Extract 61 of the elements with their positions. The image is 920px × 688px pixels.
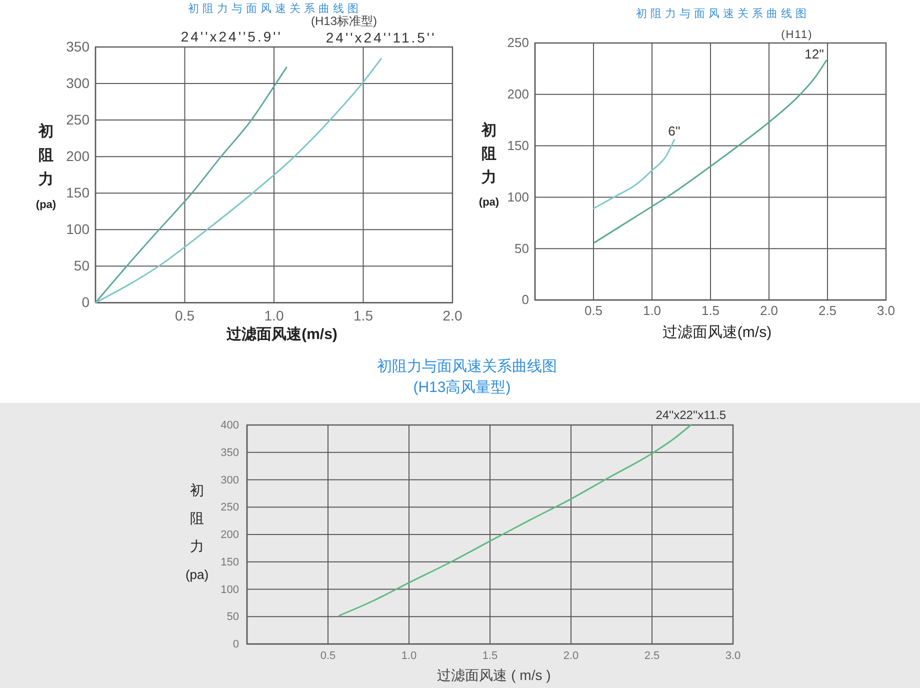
- series-label: 6'': [668, 124, 680, 139]
- y-axis-title: 初阻力(pa): [478, 121, 500, 208]
- chart-title: 初阻力与面风速关系曲线图: [636, 7, 810, 20]
- y-tick-label: 100: [66, 221, 90, 238]
- x-axis-title: 过滤面风速(m/s): [662, 324, 772, 341]
- chart-title: 初阻力与面风速关系曲线图: [377, 358, 557, 375]
- y-tick-label: 300: [220, 474, 239, 486]
- x-tick-label: 1.0: [642, 303, 662, 318]
- line-series: [94, 66, 288, 304]
- x-tick-label: 2.0: [442, 308, 462, 324]
- series-label: 24''x22''x11.5: [656, 408, 726, 422]
- x-tick-label: 2.5: [818, 303, 837, 318]
- y-axis-title: 初阻力(pa): [36, 122, 56, 211]
- line-series: [594, 60, 828, 244]
- series-label: 24''x24''11.5'': [326, 30, 436, 46]
- y-tick-label: 250: [220, 502, 239, 514]
- y-tick-label: 100: [220, 584, 239, 596]
- x-tick-label: 1.0: [264, 308, 284, 324]
- line-series: [338, 424, 692, 616]
- y-tick-label: 150: [507, 138, 529, 153]
- y-tick-label: 150: [220, 556, 239, 568]
- y-tick-label: 350: [66, 38, 90, 54]
- line-series: [592, 138, 675, 210]
- x-tick-label: 3.0: [876, 303, 896, 318]
- x-axis-title: 过滤面风速(m/s): [226, 326, 338, 343]
- x-tick-label: 0.5: [175, 308, 195, 324]
- y-tick-label: 200: [66, 148, 90, 164]
- x-tick-label: 1.5: [482, 650, 498, 662]
- y-tick-label: 350: [220, 446, 239, 459]
- line-series: [94, 58, 382, 304]
- x-tick-label: 0.5: [584, 303, 603, 318]
- y-tick-label: 50: [514, 240, 529, 256]
- chart-title: 初阻力与面风速关系曲线图: [188, 2, 362, 15]
- x-tick-label: 3.0: [725, 650, 741, 662]
- y-tick-label: 300: [66, 75, 90, 92]
- x-tick-label: 2.0: [760, 303, 778, 318]
- y-tick-label: 250: [66, 112, 90, 128]
- x-tick-label: 1.0: [401, 650, 417, 662]
- y-tick-label: 150: [66, 184, 90, 201]
- chart-subtitle: (H13标准型): [310, 14, 378, 28]
- x-tick-label: 2.0: [563, 650, 579, 662]
- y-tick-label: 0: [82, 294, 90, 310]
- x-tick-label: 1.5: [354, 308, 374, 324]
- y-tick-label: 200: [220, 529, 239, 542]
- y-tick-label: 50: [226, 611, 239, 624]
- chart-subtitle: (H11): [781, 29, 813, 41]
- x-tick-label: 2.5: [644, 650, 660, 662]
- y-tick-label: 400: [220, 420, 239, 432]
- y-tick-label: 0: [232, 638, 239, 651]
- y-tick-label: 0: [522, 292, 529, 308]
- x-axis-title: 过滤面风速 ( m/s ): [437, 667, 551, 683]
- y-tick-label: 50: [74, 258, 90, 274]
- series-label: 12'': [804, 46, 824, 62]
- y-axis-title: 初阻力(pa): [185, 482, 209, 582]
- series-label: 24''x24''5.9'': [180, 28, 282, 44]
- x-tick-label: 0.5: [320, 650, 336, 662]
- chart-subtitle: (H13高风量型): [413, 379, 511, 396]
- y-tick-label: 250: [507, 35, 529, 50]
- y-tick-label: 200: [507, 86, 529, 102]
- y-tick-label: 100: [507, 189, 529, 204]
- x-tick-label: 1.5: [701, 303, 720, 318]
